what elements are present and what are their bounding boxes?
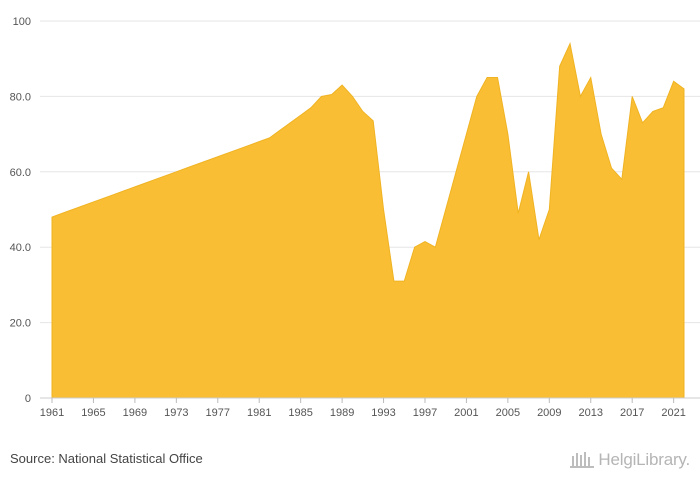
data-point [330, 93, 333, 96]
data-point [444, 208, 447, 211]
x-tick-label: 2009 [537, 407, 561, 419]
helgi-library-logo: HelgiLibrary. [570, 447, 690, 473]
data-point [289, 121, 292, 124]
y-tick-label: 20.0 [10, 318, 31, 330]
data-point [579, 95, 582, 98]
data-point [341, 84, 344, 87]
data-point [299, 114, 302, 117]
data-point [392, 280, 395, 283]
x-tick-label: 2001 [454, 407, 478, 419]
data-point [548, 208, 551, 211]
data-point [206, 159, 209, 162]
data-point [61, 212, 64, 215]
data-point [683, 87, 686, 90]
area-fill [51, 42, 685, 399]
data-point [92, 200, 95, 203]
y-tick-label: 100 [13, 16, 31, 28]
data-point [133, 185, 136, 188]
data-point [196, 163, 199, 166]
data-point [216, 155, 219, 158]
data-point [455, 170, 458, 173]
data-point [569, 42, 572, 45]
data-point [71, 208, 74, 211]
data-point [51, 216, 54, 219]
x-tick-label: 2021 [661, 407, 685, 419]
data-point [641, 121, 644, 124]
data-point [175, 170, 178, 173]
data-point [247, 144, 250, 147]
data-point [403, 280, 406, 283]
data-point [517, 212, 520, 215]
data-point [423, 240, 426, 243]
data-point [278, 129, 281, 132]
data-point [361, 110, 364, 113]
y-tick-label: 80.0 [10, 91, 31, 103]
source-note: Source: National Statistical Office [10, 451, 203, 466]
x-axis: 1961 1965 1969 1973 1977 1981 1985 1989 1993 1997… [40, 397, 700, 419]
data-point [434, 246, 437, 249]
data-point [123, 189, 126, 192]
data-point [506, 133, 509, 136]
data-point [310, 106, 313, 109]
data-point [651, 110, 654, 113]
data-point [144, 182, 147, 185]
x-tick-label: 2005 [496, 407, 520, 419]
x-tick-label: 1981 [247, 407, 271, 419]
data-point [351, 95, 354, 98]
x-tick-label: 1973 [164, 407, 188, 419]
data-point [113, 193, 116, 196]
x-tick-label: 1965 [81, 407, 105, 419]
data-point [486, 76, 489, 79]
data-point [610, 167, 613, 170]
library-icon [570, 452, 595, 468]
x-tick-label: 1989 [330, 407, 354, 419]
area-series [51, 42, 686, 399]
data-point [102, 197, 105, 200]
data-point [382, 208, 385, 211]
data-point [662, 106, 665, 109]
x-tick-label: 1985 [288, 407, 312, 419]
data-point [320, 95, 323, 98]
data-point [496, 76, 499, 79]
data-point [268, 136, 271, 139]
data-point [589, 76, 592, 79]
y-tick-label: 60.0 [10, 167, 31, 179]
data-point [227, 151, 230, 154]
data-point [185, 167, 188, 170]
y-axis: 0 20.0 40.0 60.0 80.0 100 [10, 16, 31, 405]
data-point [154, 178, 157, 181]
x-tick-label: 1993 [371, 407, 395, 419]
data-point [620, 178, 623, 181]
data-point [600, 133, 603, 136]
data-point [631, 95, 634, 98]
data-point [258, 140, 261, 143]
logo-text: HelgiLibrary. [598, 450, 690, 469]
area-chart: 0 20.0 40.0 60.0 80.0 100 1961 1965 1969 1973 197… [10, 16, 700, 419]
data-point [672, 80, 675, 83]
data-point [527, 170, 530, 173]
data-point [237, 148, 240, 151]
data-point [475, 95, 478, 98]
x-tick-label: 1961 [40, 407, 64, 419]
x-tick-label: 2013 [579, 407, 603, 419]
data-point [164, 174, 167, 177]
x-tick-label: 2017 [620, 407, 644, 419]
x-tick-label: 1977 [206, 407, 230, 419]
data-point [465, 133, 468, 136]
x-tick-label: 1997 [413, 407, 437, 419]
data-point [413, 246, 416, 249]
data-point [82, 204, 85, 207]
y-tick-label: 40.0 [10, 242, 31, 254]
data-point [558, 65, 561, 68]
data-point [372, 119, 375, 122]
x-tick-label: 1969 [123, 407, 147, 419]
data-point [537, 238, 540, 241]
y-tick-label: 0 [25, 393, 31, 405]
